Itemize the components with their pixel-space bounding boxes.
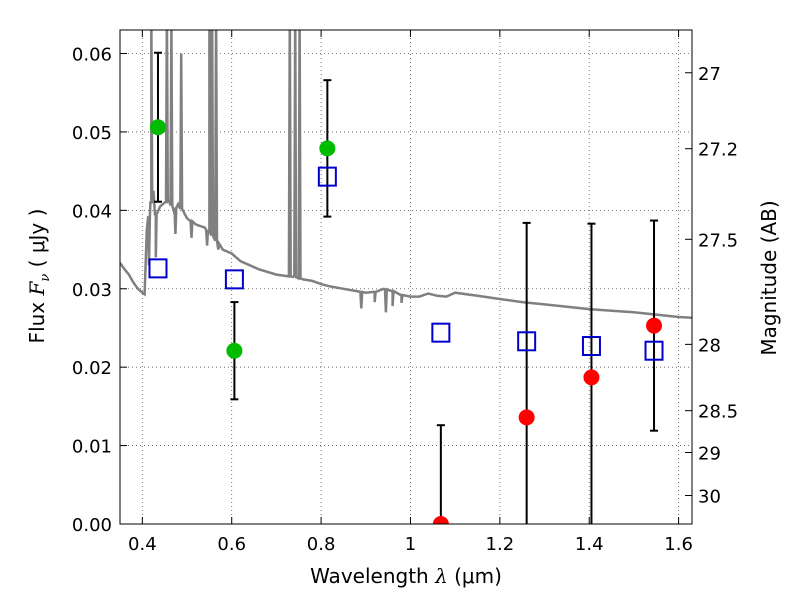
flux-point bbox=[226, 342, 243, 359]
mag-tick-label: 27.5 bbox=[698, 230, 738, 251]
model-flux-square bbox=[517, 331, 537, 352]
y-axis-label: Flux Fν ( μJy ) bbox=[25, 209, 53, 344]
x-tick-label: 1.2 bbox=[486, 534, 515, 555]
mag-tick-label: 27 bbox=[698, 64, 721, 85]
y-tick-label: 0.00 bbox=[72, 515, 112, 536]
model-spectrum-line bbox=[120, 30, 692, 320]
y-tick-label: 0.04 bbox=[72, 201, 112, 222]
model-spectrum bbox=[120, 30, 692, 320]
flux-point bbox=[583, 369, 600, 386]
flux-point bbox=[432, 516, 449, 524]
model-flux-square bbox=[581, 336, 601, 357]
mag-tick-label: 28.5 bbox=[698, 402, 738, 423]
y-axis-right-label: Magnitude (AB) bbox=[757, 200, 781, 355]
data-points bbox=[148, 119, 664, 524]
flux-point bbox=[646, 317, 663, 334]
y-tick-label: 0.06 bbox=[72, 45, 112, 66]
mag-tick-label: 30 bbox=[698, 487, 721, 508]
model-flux-square bbox=[224, 269, 244, 290]
model-flux-square bbox=[644, 340, 664, 361]
error-bars bbox=[153, 51, 659, 524]
y-tick-label: 0.03 bbox=[72, 280, 112, 301]
model-flux-square bbox=[148, 258, 168, 279]
x-tick-label: 0.8 bbox=[307, 534, 336, 555]
x-tick-label: 1 bbox=[405, 534, 416, 555]
y-tick-label: 0.01 bbox=[72, 437, 112, 458]
plot-frame bbox=[119, 29, 693, 525]
flux-point bbox=[149, 119, 166, 136]
flux-point bbox=[319, 140, 336, 157]
y-tick-label: 0.02 bbox=[72, 358, 112, 379]
axis-ticks: 0.4 0.6 0.8 1 1.2 1.4 1.6 0.00 0.01 0.02 0.03 0.04 0… bbox=[72, 30, 738, 555]
x-axis-label: Wavelength λ (μm) bbox=[310, 564, 502, 588]
mag-tick-label: 29 bbox=[698, 443, 721, 464]
flux-point bbox=[518, 409, 535, 426]
model-flux-square bbox=[431, 322, 451, 343]
x-tick-label: 0.6 bbox=[217, 534, 246, 555]
x-tick-label: 1.4 bbox=[575, 534, 604, 555]
model-flux-square bbox=[317, 166, 337, 187]
grid-lines bbox=[120, 30, 692, 525]
x-tick-label: 1.6 bbox=[664, 534, 693, 555]
mag-tick-label: 28 bbox=[698, 335, 721, 356]
y-tick-label: 0.05 bbox=[72, 123, 112, 144]
x-tick-label: 0.4 bbox=[128, 534, 157, 555]
mag-tick-label: 27.2 bbox=[698, 140, 738, 161]
